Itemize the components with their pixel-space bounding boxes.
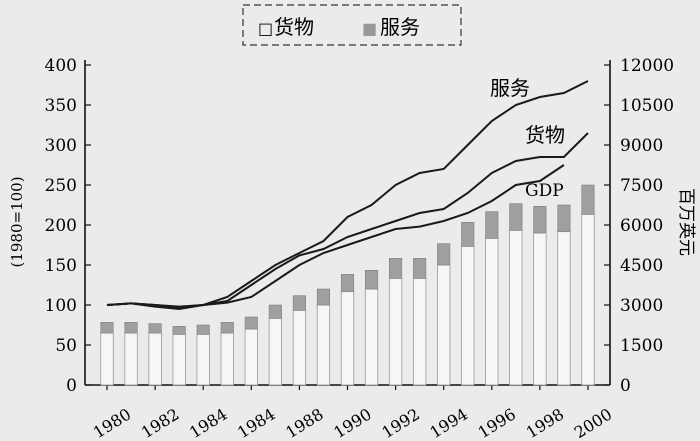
bar-goods — [316, 304, 331, 386]
y-right-tick-label: 6000 — [620, 216, 663, 236]
bar-services — [220, 322, 234, 334]
bar-goods — [533, 232, 547, 386]
series-label-gdp: GDP — [525, 181, 564, 201]
bar-goods — [581, 213, 595, 386]
bar-services — [413, 258, 427, 279]
bar-goods — [461, 245, 475, 386]
legend-marker-services: ■ — [362, 19, 377, 38]
bar-goods — [268, 317, 283, 386]
bar-goods — [148, 332, 162, 386]
y-left-tick-label: 0 — [66, 376, 77, 396]
bar-goods — [364, 288, 379, 386]
series-label-services: 服务 — [490, 76, 530, 100]
bar-services — [557, 204, 571, 232]
bar-services — [485, 211, 499, 239]
y-right-tick-label: 12000 — [620, 56, 674, 76]
y-right-tick-label: 9000 — [620, 136, 663, 156]
legend-label-services: 服务 — [380, 15, 420, 39]
bar-services — [461, 222, 475, 247]
y-right-axis-title: 百万英元 — [676, 188, 696, 256]
bar-goods — [100, 332, 114, 386]
y-right-tick-label: 10500 — [620, 96, 674, 116]
bar-services — [292, 295, 306, 311]
y-left-axis-title: (1980=100) — [8, 176, 26, 267]
y-right-tick-label: 4500 — [620, 256, 663, 276]
series-label-goods: 货物 — [525, 123, 565, 147]
bar-goods — [485, 237, 499, 386]
y-left-tick-label: 400 — [45, 56, 77, 76]
legend-label-goods: 货物 — [274, 15, 314, 39]
bar-goods — [509, 229, 523, 386]
bar-services — [172, 326, 186, 335]
bar-goods — [196, 333, 210, 386]
line-series-services — [106, 80, 589, 311]
bar-goods — [412, 277, 427, 386]
bar-services — [509, 203, 523, 231]
bar-services — [148, 323, 162, 334]
legend: □ 货物 ■ 服务 — [242, 4, 462, 46]
bar-services — [196, 324, 210, 335]
bar-goods — [388, 277, 403, 386]
bar-services — [533, 206, 547, 234]
bar-services — [389, 258, 403, 279]
bar-services — [364, 270, 379, 290]
y-right-ticks: 0 1500 3000 4500 6000 7500 9000 10500 12000 — [604, 56, 674, 396]
y-right-tick-label: 1500 — [620, 336, 663, 356]
y-left-tick-label: 200 — [45, 216, 77, 236]
bar-goods — [172, 333, 186, 386]
bar-goods — [220, 332, 234, 386]
bar-goods — [244, 328, 258, 386]
bar-goods — [292, 309, 307, 386]
y-right-tick-label: 7500 — [620, 176, 663, 196]
y-right-tick-label: 3000 — [620, 296, 663, 316]
bar-services — [340, 274, 355, 292]
y-left-tick-label: 350 — [45, 96, 77, 116]
y-left-tick-label: 250 — [45, 176, 77, 196]
bar-services — [268, 304, 282, 319]
bar-services — [437, 243, 451, 266]
bar-goods — [124, 332, 138, 386]
bar-goods — [557, 231, 571, 386]
y-right-tick-label: 0 — [620, 376, 631, 396]
legend-frame — [242, 4, 462, 46]
y-left-ticks: 0 50 100 150 200 250 300 350 400 — [45, 56, 91, 396]
bar-services — [581, 184, 595, 215]
y-left-tick-label: 50 — [55, 336, 77, 356]
bar-services — [316, 288, 331, 306]
bar-layer — [100, 184, 595, 386]
y-left-tick-label: 100 — [45, 296, 77, 316]
bar-services — [244, 316, 258, 330]
bar-services — [124, 322, 138, 334]
y-left-tick-label: 300 — [45, 136, 77, 156]
bar-goods — [437, 264, 451, 386]
legend-marker-goods: □ — [258, 19, 273, 38]
line-series-gdp — [106, 164, 565, 308]
bar-services — [100, 322, 114, 334]
bar-goods — [340, 291, 355, 386]
y-left-tick-label: 150 — [45, 256, 77, 276]
